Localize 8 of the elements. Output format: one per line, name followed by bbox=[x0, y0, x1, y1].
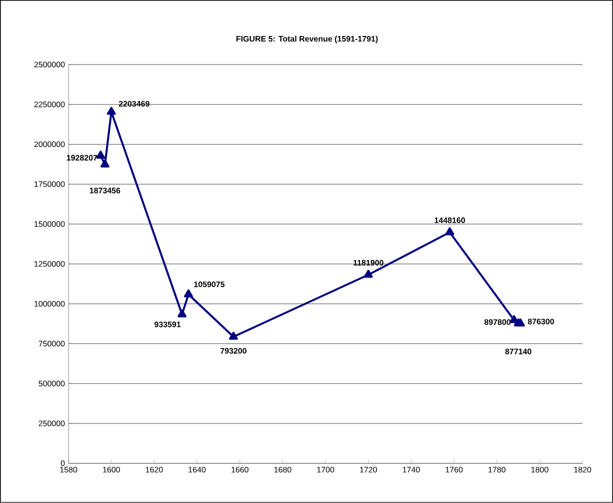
point bbox=[228, 332, 238, 340]
point bbox=[106, 106, 116, 115]
point bbox=[364, 270, 373, 278]
point bbox=[178, 310, 187, 318]
point bbox=[445, 227, 454, 236]
point bbox=[184, 289, 193, 298]
point bbox=[96, 150, 106, 159]
point bbox=[100, 160, 110, 168]
